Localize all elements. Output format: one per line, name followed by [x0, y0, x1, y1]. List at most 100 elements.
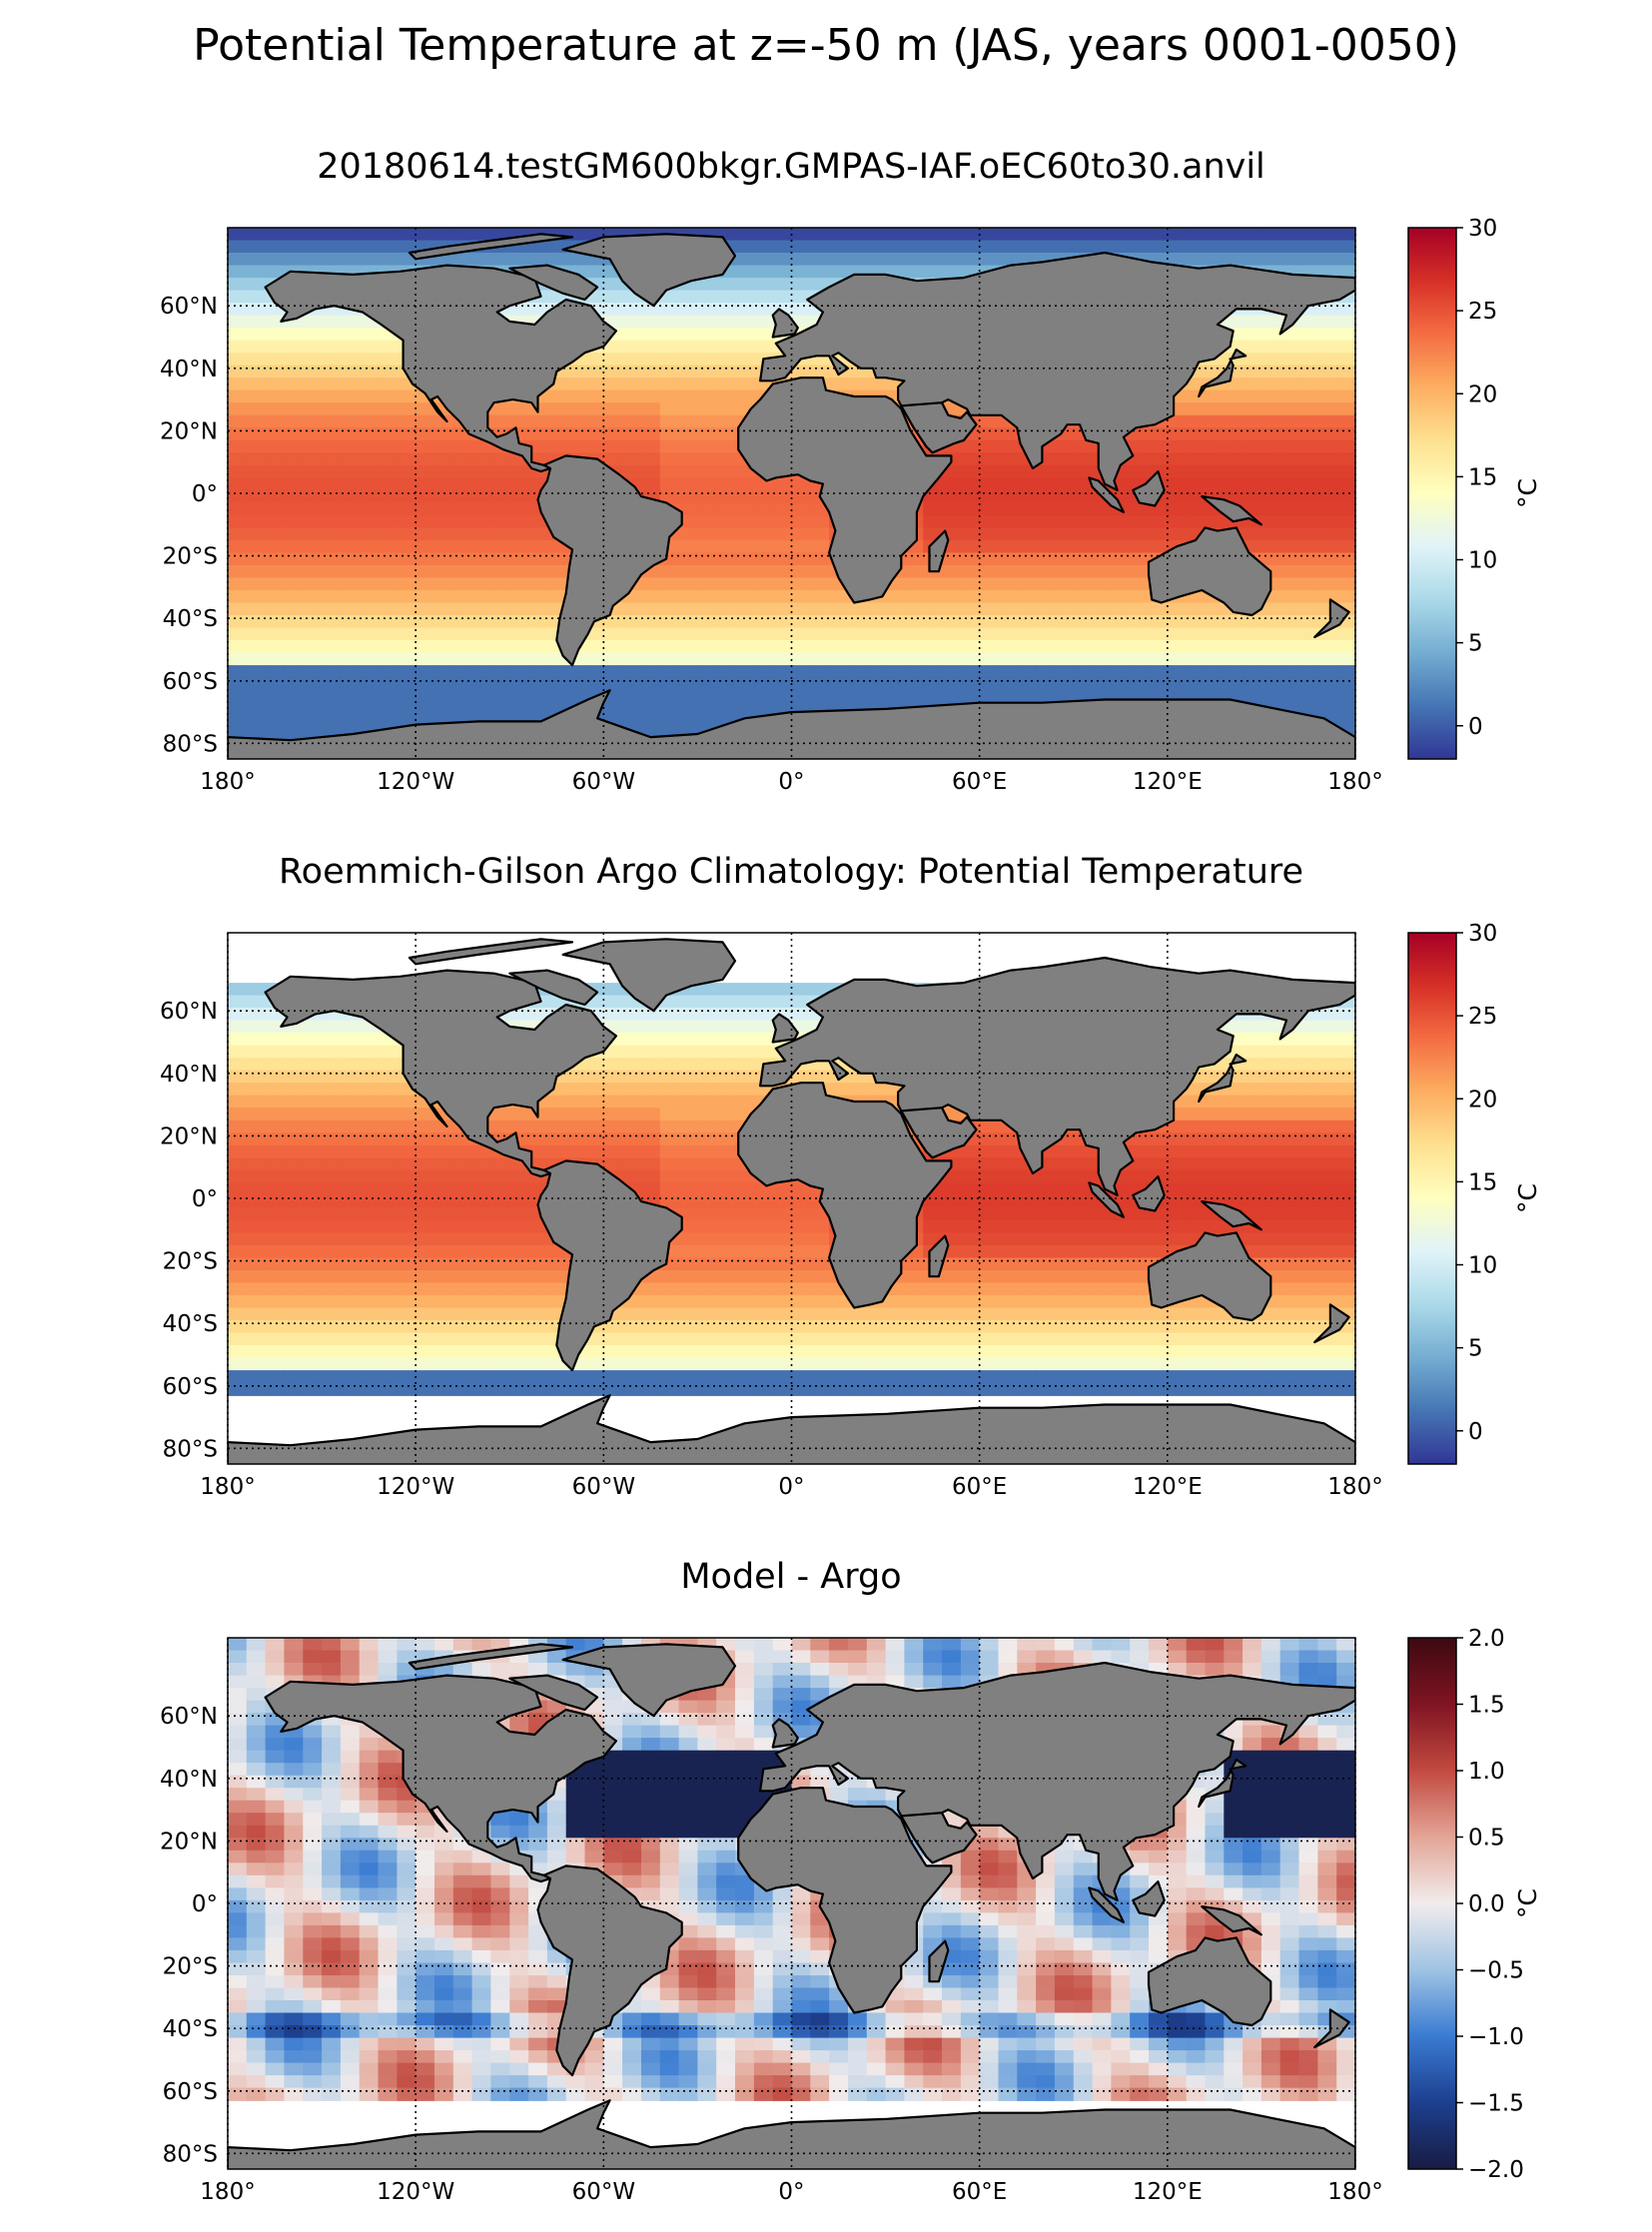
heatmap-cell — [1242, 1638, 1262, 1652]
heatmap-cell — [1298, 240, 1319, 254]
heatmap-cell — [659, 1008, 680, 1022]
heatmap-cell — [866, 253, 887, 267]
heatmap-cell — [1073, 1182, 1094, 1196]
heatmap-cell — [584, 265, 605, 279]
heatmap-cell — [716, 1083, 736, 1097]
heatmap-cell — [1298, 702, 1319, 716]
heatmap-cell — [565, 1070, 586, 1084]
heatmap-cell — [490, 464, 510, 479]
heatmap-cell — [303, 677, 323, 691]
heatmap-cell — [885, 1370, 906, 1384]
heatmap-cell — [378, 1257, 399, 1271]
heatmap-cell — [791, 1194, 812, 1209]
heatmap-cell — [434, 539, 454, 554]
heatmap-cell — [415, 652, 435, 666]
heatmap-cell — [452, 565, 473, 579]
heatmap-cell — [829, 1332, 849, 1346]
heatmap-cell — [1054, 539, 1075, 554]
heatmap-cell — [848, 1382, 868, 1396]
heatmap-cell — [1279, 1119, 1300, 1134]
heatmap-cell — [415, 1357, 435, 1371]
heatmap-cell — [1336, 677, 1355, 691]
heatmap-cell — [678, 290, 699, 304]
heatmap-cell — [1036, 1244, 1056, 1259]
heatmap-cell — [735, 677, 755, 691]
heatmap-cell — [284, 1370, 304, 1384]
heatmap-cell — [397, 1157, 416, 1171]
heatmap-cell — [659, 1095, 680, 1109]
heatmap-cell — [1054, 565, 1075, 579]
heatmap-cell — [697, 565, 717, 579]
heatmap-cell — [998, 652, 1019, 666]
heatmap-cell — [753, 1194, 774, 1209]
heatmap-cell — [397, 389, 416, 403]
heatmap-cell — [471, 1663, 492, 1677]
heatmap-cell — [1186, 1663, 1207, 1677]
heatmap-cell — [960, 514, 981, 529]
heatmap-cell — [509, 652, 529, 666]
heatmap-cell — [1260, 427, 1281, 441]
heatmap-cell — [378, 340, 399, 354]
heatmap-cell — [228, 590, 248, 604]
heatmap-cell — [303, 1663, 323, 1677]
heatmap-cell — [791, 1282, 812, 1296]
heatmap-cell — [452, 552, 473, 566]
heatmap-cell — [716, 315, 736, 329]
heatmap-cell — [622, 615, 642, 629]
heatmap-cell — [716, 1020, 736, 1034]
heatmap-cell — [829, 1638, 849, 1652]
heatmap-cell — [1242, 328, 1262, 342]
heatmap-cell — [772, 577, 793, 591]
heatmap-cell — [265, 527, 286, 541]
heatmap-cell — [359, 1270, 380, 1284]
heatmap-cell — [1205, 1157, 1226, 1171]
heatmap-cell — [246, 278, 267, 292]
heatmap-cell — [960, 477, 981, 491]
heatmap-cell — [1036, 1169, 1056, 1184]
heatmap-cell — [1167, 652, 1188, 666]
heatmap-cell — [1130, 1257, 1150, 1271]
heatmap-cell — [1017, 1244, 1037, 1259]
heatmap-cell — [678, 1320, 699, 1334]
heatmap-cell — [1149, 439, 1169, 454]
heatmap-cell — [359, 1332, 380, 1346]
heatmap-cell — [490, 539, 510, 554]
heatmap-cell — [942, 1345, 962, 1359]
heatmap-cell — [284, 652, 304, 666]
heatmap-cell — [246, 1070, 267, 1084]
heatmap-cell — [622, 665, 642, 679]
heatmap-cell — [1054, 1382, 1075, 1396]
heatmap-cell — [397, 464, 416, 479]
heatmap-cell — [584, 640, 605, 654]
heatmap-cell — [942, 677, 962, 691]
heatmap-cell — [340, 340, 361, 354]
heatmap-cell — [942, 1257, 962, 1271]
heatmap-cell — [697, 983, 717, 997]
heatmap-cell — [1260, 365, 1281, 378]
heatmap-cell — [378, 353, 399, 367]
heatmap-cell — [1336, 1638, 1355, 1652]
heatmap-cell — [228, 1095, 248, 1109]
heatmap-cell — [1205, 1638, 1226, 1652]
heatmap-cell — [641, 1382, 661, 1396]
heatmap-cell — [753, 1207, 774, 1221]
x-tick-label: 180° — [200, 769, 255, 795]
heatmap-cell — [1130, 1169, 1150, 1184]
heatmap-cell — [228, 1119, 248, 1134]
heatmap-cell — [1298, 1270, 1319, 1284]
heatmap-cell — [1054, 1169, 1075, 1184]
heatmap-cell — [284, 1219, 304, 1234]
heatmap-cell — [397, 1182, 416, 1196]
heatmap-cell — [322, 1108, 342, 1121]
heatmap-cell — [1298, 377, 1319, 391]
panel-argo: Roemmich-Gilson Argo Climatology: Potent… — [160, 852, 1542, 1500]
heatmap-cell — [641, 1320, 661, 1334]
heatmap-cell — [678, 615, 699, 629]
heatmap-cell — [415, 1108, 435, 1121]
heatmap-cell — [415, 228, 435, 242]
heatmap-cell — [528, 527, 548, 541]
heatmap-cell — [603, 1045, 623, 1059]
heatmap-cell — [228, 1332, 248, 1346]
heatmap-cell — [528, 1119, 548, 1134]
heatmap-cell — [1111, 1332, 1131, 1346]
